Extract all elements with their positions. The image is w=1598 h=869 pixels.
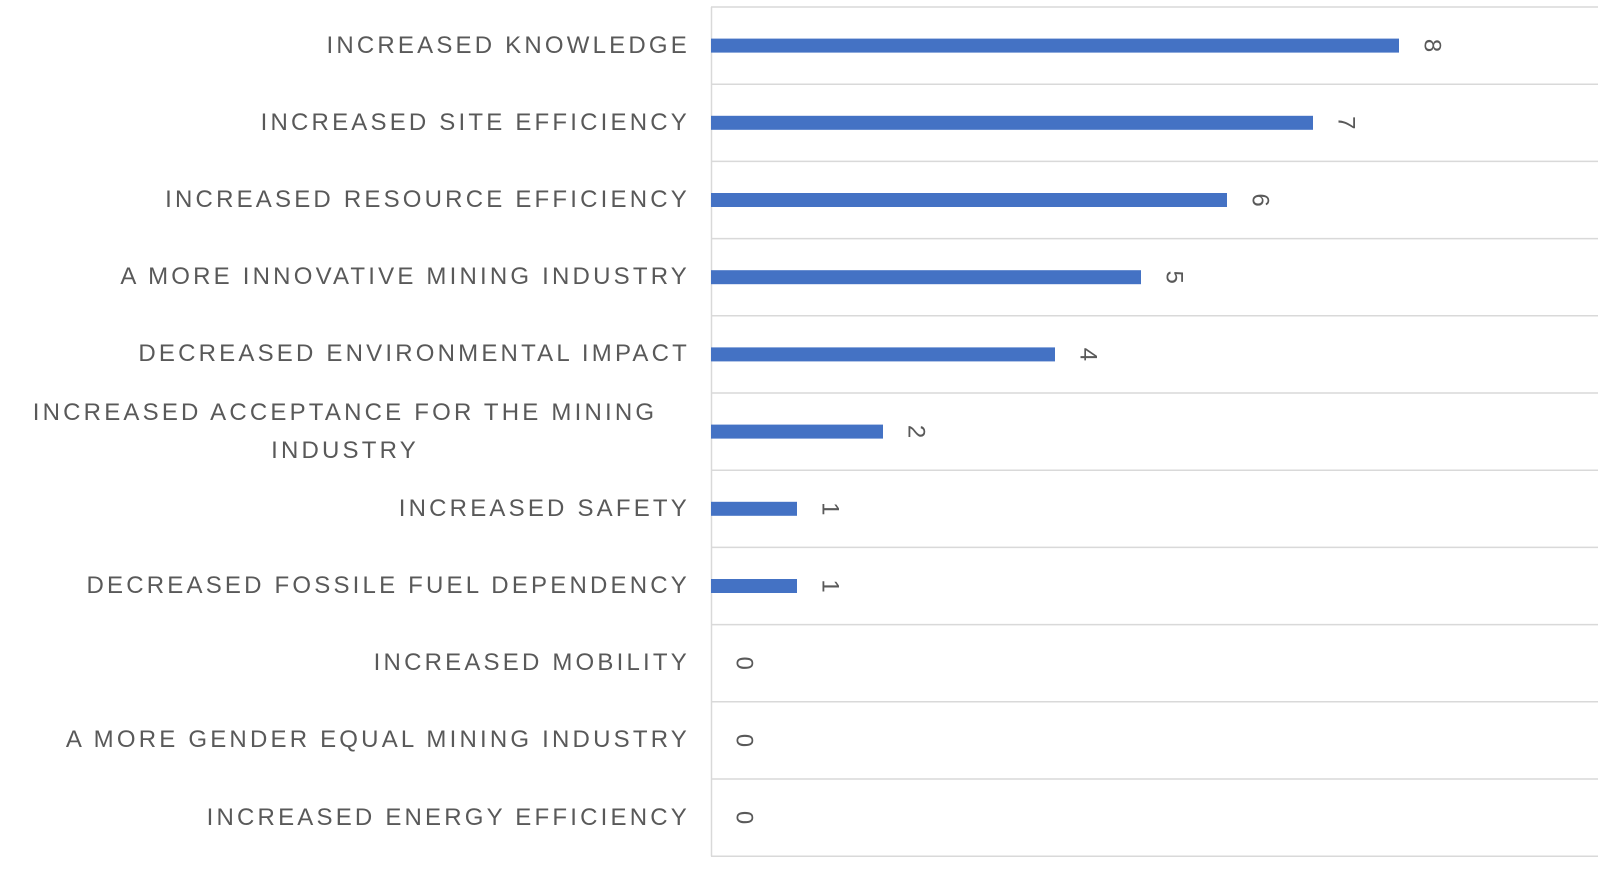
bar xyxy=(711,579,797,593)
y-tick-label: INCREASED ACCEPTANCE FOR THE MINING INDU… xyxy=(32,398,658,464)
category-row: INCREASED SITE EFFICIENCY xyxy=(0,84,690,161)
bar xyxy=(711,424,883,439)
bar xyxy=(711,193,1227,207)
y-tick-label: A MORE INNOVATIVE MINING INDUSTRY xyxy=(120,263,690,291)
value-label: 7 xyxy=(1333,116,1360,129)
bar xyxy=(711,38,1399,53)
y-tick-label: INCREASED KNOWLEDGE xyxy=(326,31,690,59)
value-label: 1 xyxy=(817,502,844,515)
category-row: DECREASED FOSSILE FUEL DEPENDENCY xyxy=(0,547,690,624)
y-tick-label: DECREASED ENVIRONMENTAL IMPACT xyxy=(138,340,690,368)
category-row: DECREASED ENVIRONMENTAL IMPACT xyxy=(0,316,690,393)
value-label: 5 xyxy=(1161,271,1188,284)
category-row: INCREASED KNOWLEDGE xyxy=(0,7,690,84)
bar xyxy=(711,270,1141,285)
value-label: 6 xyxy=(1247,193,1274,206)
category-row: INCREASED ENERGY EFFICIENCY xyxy=(0,779,690,856)
value-label: 2 xyxy=(903,425,930,438)
value-label: 0 xyxy=(731,657,758,670)
bar xyxy=(711,115,1313,130)
value-label: 4 xyxy=(1075,348,1102,361)
bar xyxy=(711,501,797,516)
y-tick-label: A MORE GENDER EQUAL MINING INDUSTRY xyxy=(65,726,690,754)
category-row: INCREASED ACCEPTANCE FOR THE MINING INDU… xyxy=(0,393,690,470)
y-tick-label: DECREASED FOSSILE FUEL DEPENDENCY xyxy=(86,571,690,599)
y-tick-label: INCREASED RESOURCE EFFICIENCY xyxy=(165,185,690,213)
value-label: 8 xyxy=(1419,39,1446,52)
y-tick-label: INCREASED SITE EFFICIENCY xyxy=(260,108,690,136)
value-label: 1 xyxy=(817,579,844,592)
value-label: 0 xyxy=(731,734,758,747)
category-row: INCREASED SAFETY xyxy=(0,470,690,547)
y-tick-label: INCREASED MOBILITY xyxy=(373,649,690,677)
y-tick-label: INCREASED SAFETY xyxy=(398,494,690,522)
category-row: A MORE INNOVATIVE MINING INDUSTRY xyxy=(0,239,690,316)
value-label: 0 xyxy=(731,811,758,824)
category-row: INCREASED MOBILITY xyxy=(0,625,690,702)
category-row: A MORE GENDER EQUAL MINING INDUSTRY xyxy=(0,702,690,779)
bar xyxy=(711,347,1055,362)
category-row: INCREASED RESOURCE EFFICIENCY xyxy=(0,161,690,238)
y-tick-label: INCREASED ENERGY EFFICIENCY xyxy=(206,803,690,831)
